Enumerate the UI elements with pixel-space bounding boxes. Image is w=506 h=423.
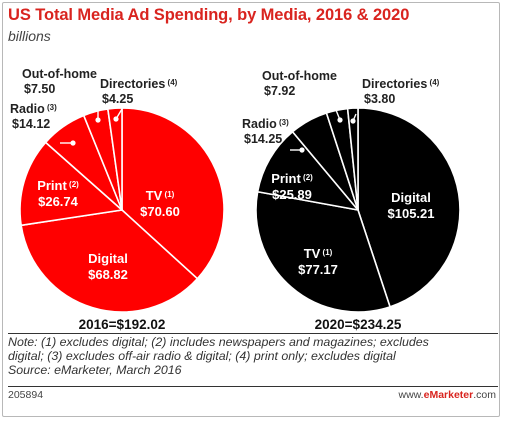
notes-block: Note: (1) excludes digital; (2) includes…: [8, 335, 498, 377]
pie-slice-2020-print: [256, 130, 359, 211]
pie-value-2016-out-of-home: $7.50: [24, 82, 55, 96]
pie-label-2020-directories: Directories (4): [362, 77, 440, 91]
leader-dot-2020-directories: [350, 118, 356, 124]
pie-label-2016-out-of-home: Out-of-home: [22, 67, 97, 81]
pie-value-2020-tv: $77.17: [298, 262, 338, 277]
leader-dot-2016-out-of-home: [95, 117, 101, 123]
pie-label-2016-directories: Directories (4): [100, 77, 178, 91]
pie-value-2020-print: $25.89: [272, 187, 312, 202]
pie-label-2016-radio: Radio (3): [10, 102, 57, 116]
chart-subtitle: billions: [8, 28, 51, 44]
pie-slice-2016-digital: [20, 209, 199, 313]
pie-total-2016: 2016=$192.02: [79, 317, 166, 332]
pie-total-2020: 2020=$234.25: [315, 317, 402, 332]
chart-title: US Total Media Ad Spending, by Media, 20…: [8, 6, 410, 24]
pie-label-2020-radio: Radio (3): [242, 117, 289, 131]
pie-slice-2016-print: [19, 141, 123, 227]
pie-slice-2016-directories: [107, 107, 123, 211]
site-link[interactable]: www.eMarketer.com: [399, 389, 496, 401]
pie-label-2020-digital: Digital: [391, 190, 431, 205]
leader-dot-2016-radio: [70, 140, 76, 146]
pie-value-2016-directories: $4.25: [102, 92, 133, 106]
site-brand: eMarketer: [423, 389, 474, 401]
footer-divider: [8, 386, 498, 387]
pie-slice-2020-tv: [255, 190, 391, 313]
pie-value-2020-out-of-home: $7.92: [264, 84, 295, 98]
leader-dot-2016-directories: [113, 116, 119, 122]
leader-dot-2020-out-of-home: [337, 117, 343, 123]
note-line-2: digital; (3) excludes off-air radio & di…: [8, 349, 396, 363]
pie-value-2016-digital: $68.82: [88, 267, 128, 282]
chart-id: 205894: [8, 389, 44, 401]
pie-value-2016-radio: $14.12: [12, 117, 50, 131]
pie-slice-2016-tv: [121, 107, 225, 280]
pie-label-2016-digital: Digital: [88, 251, 128, 266]
pie-label-2020-out-of-home: Out-of-home: [262, 69, 337, 83]
source-line: Source: eMarketer, March 2016: [8, 363, 182, 377]
pie-value-2020-digital: $105.21: [388, 206, 435, 221]
site-suffix: .com: [473, 389, 496, 401]
pie-value-2020-directories: $3.80: [364, 92, 395, 106]
leader-dot-2020-radio: [299, 147, 305, 153]
note-line-1: Note: (1) excludes digital; (2) includes…: [8, 335, 429, 349]
site-prefix: www.: [398, 389, 424, 401]
pie-value-2020-radio: $14.25: [244, 132, 282, 146]
notes-divider: [8, 333, 498, 334]
pie-slice-2020-directories: [346, 107, 359, 211]
pie-value-2016-print: $26.74: [38, 194, 79, 209]
pie-slice-2020-digital: [357, 107, 461, 308]
pie-value-2016-tv: $70.60: [140, 204, 180, 219]
